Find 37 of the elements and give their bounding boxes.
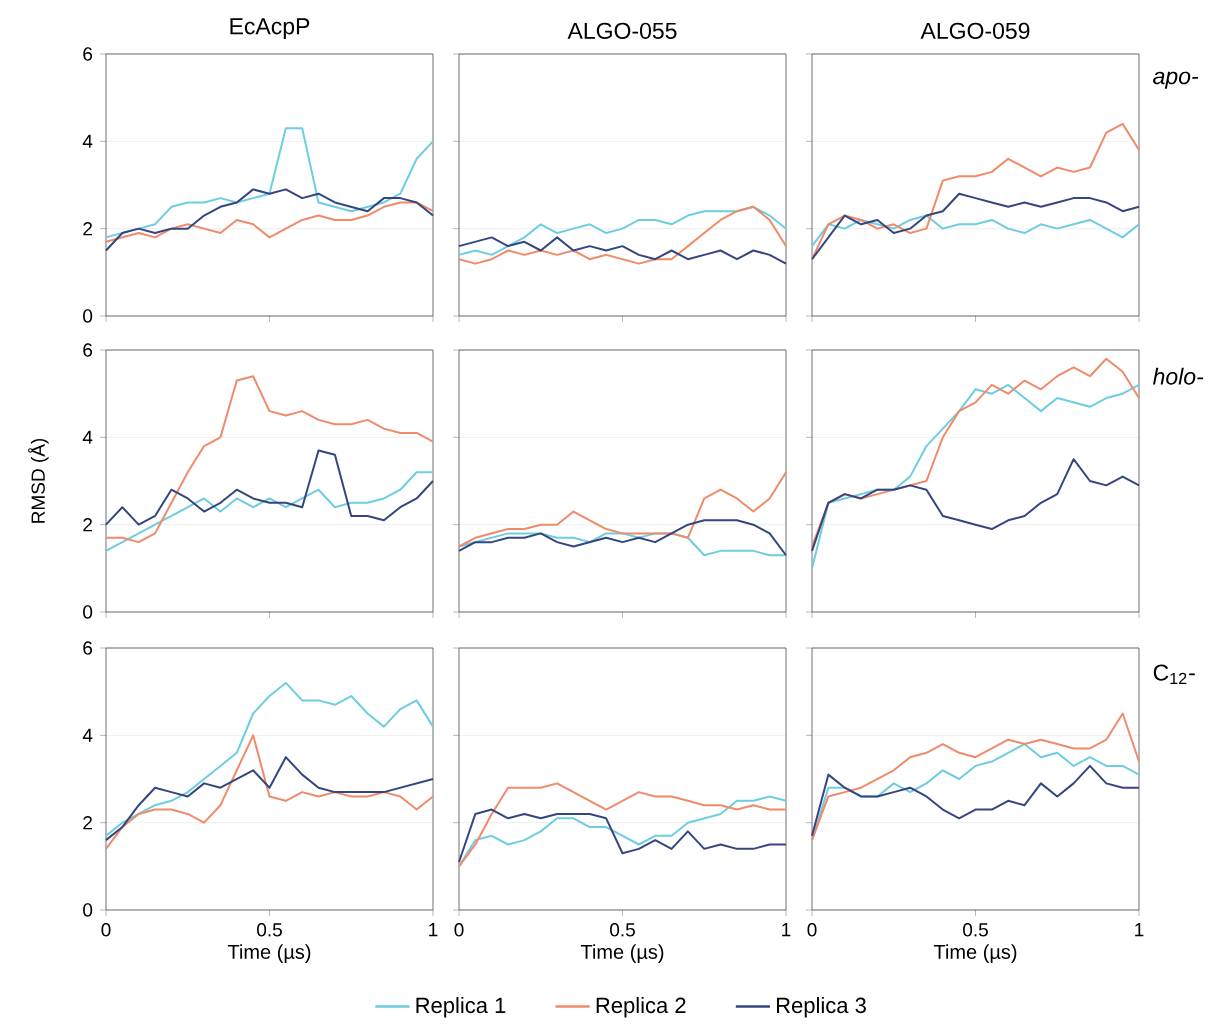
- legend-label: Replica 1: [416, 997, 506, 1018]
- chart-title: ALGO-055: [567, 22, 677, 39]
- x-tick-label: 0: [454, 923, 464, 937]
- legend-label: Replica 2: [596, 997, 686, 1018]
- text: C$_{12}$-: [1153, 664, 1195, 685]
- legend-label: Replica 3: [776, 997, 866, 1018]
- y-tick-label: 2: [83, 222, 92, 236]
- x-tick-label: 0: [807, 923, 817, 937]
- x-axis-title: Time (µs): [580, 944, 664, 963]
- y-tick-label: 2: [83, 518, 92, 532]
- y-tick-label: 4: [82, 430, 93, 444]
- x-tick-label: 1: [429, 923, 438, 937]
- y-tick-label: 2: [83, 816, 92, 830]
- text: apo-: [1153, 71, 1199, 89]
- line-series: [105, 734, 434, 850]
- line-series: [105, 681, 434, 837]
- y-axis-title: RMSD (Å): [28, 438, 49, 523]
- x-tick-label: 0.5: [963, 923, 988, 937]
- y-tick-label: 6: [83, 47, 93, 61]
- x-axis-title: Time (µs): [933, 944, 1017, 963]
- x-tick-label: 0.5: [257, 923, 282, 937]
- y-tick-label: 0: [83, 903, 93, 917]
- chart-title: ALGO-059: [920, 22, 1030, 39]
- text: holo-: [1153, 367, 1204, 385]
- y-tick-label: 0: [83, 605, 93, 619]
- y-tick-label: 4: [82, 728, 93, 742]
- line-series: [105, 449, 434, 526]
- x-tick-label: 1: [1135, 923, 1144, 937]
- chart-title: EcAcpP: [230, 18, 310, 39]
- y-tick-label: 6: [83, 641, 93, 655]
- x-axis-title: Time (µs): [227, 944, 311, 963]
- x-tick-label: 0: [101, 923, 111, 937]
- y-tick-label: 6: [83, 343, 93, 357]
- x-tick-label: 1: [782, 923, 791, 937]
- x-tick-label: 0.5: [610, 923, 635, 937]
- y-tick-label: 4: [82, 134, 93, 148]
- y-tick-label: 0: [83, 309, 93, 323]
